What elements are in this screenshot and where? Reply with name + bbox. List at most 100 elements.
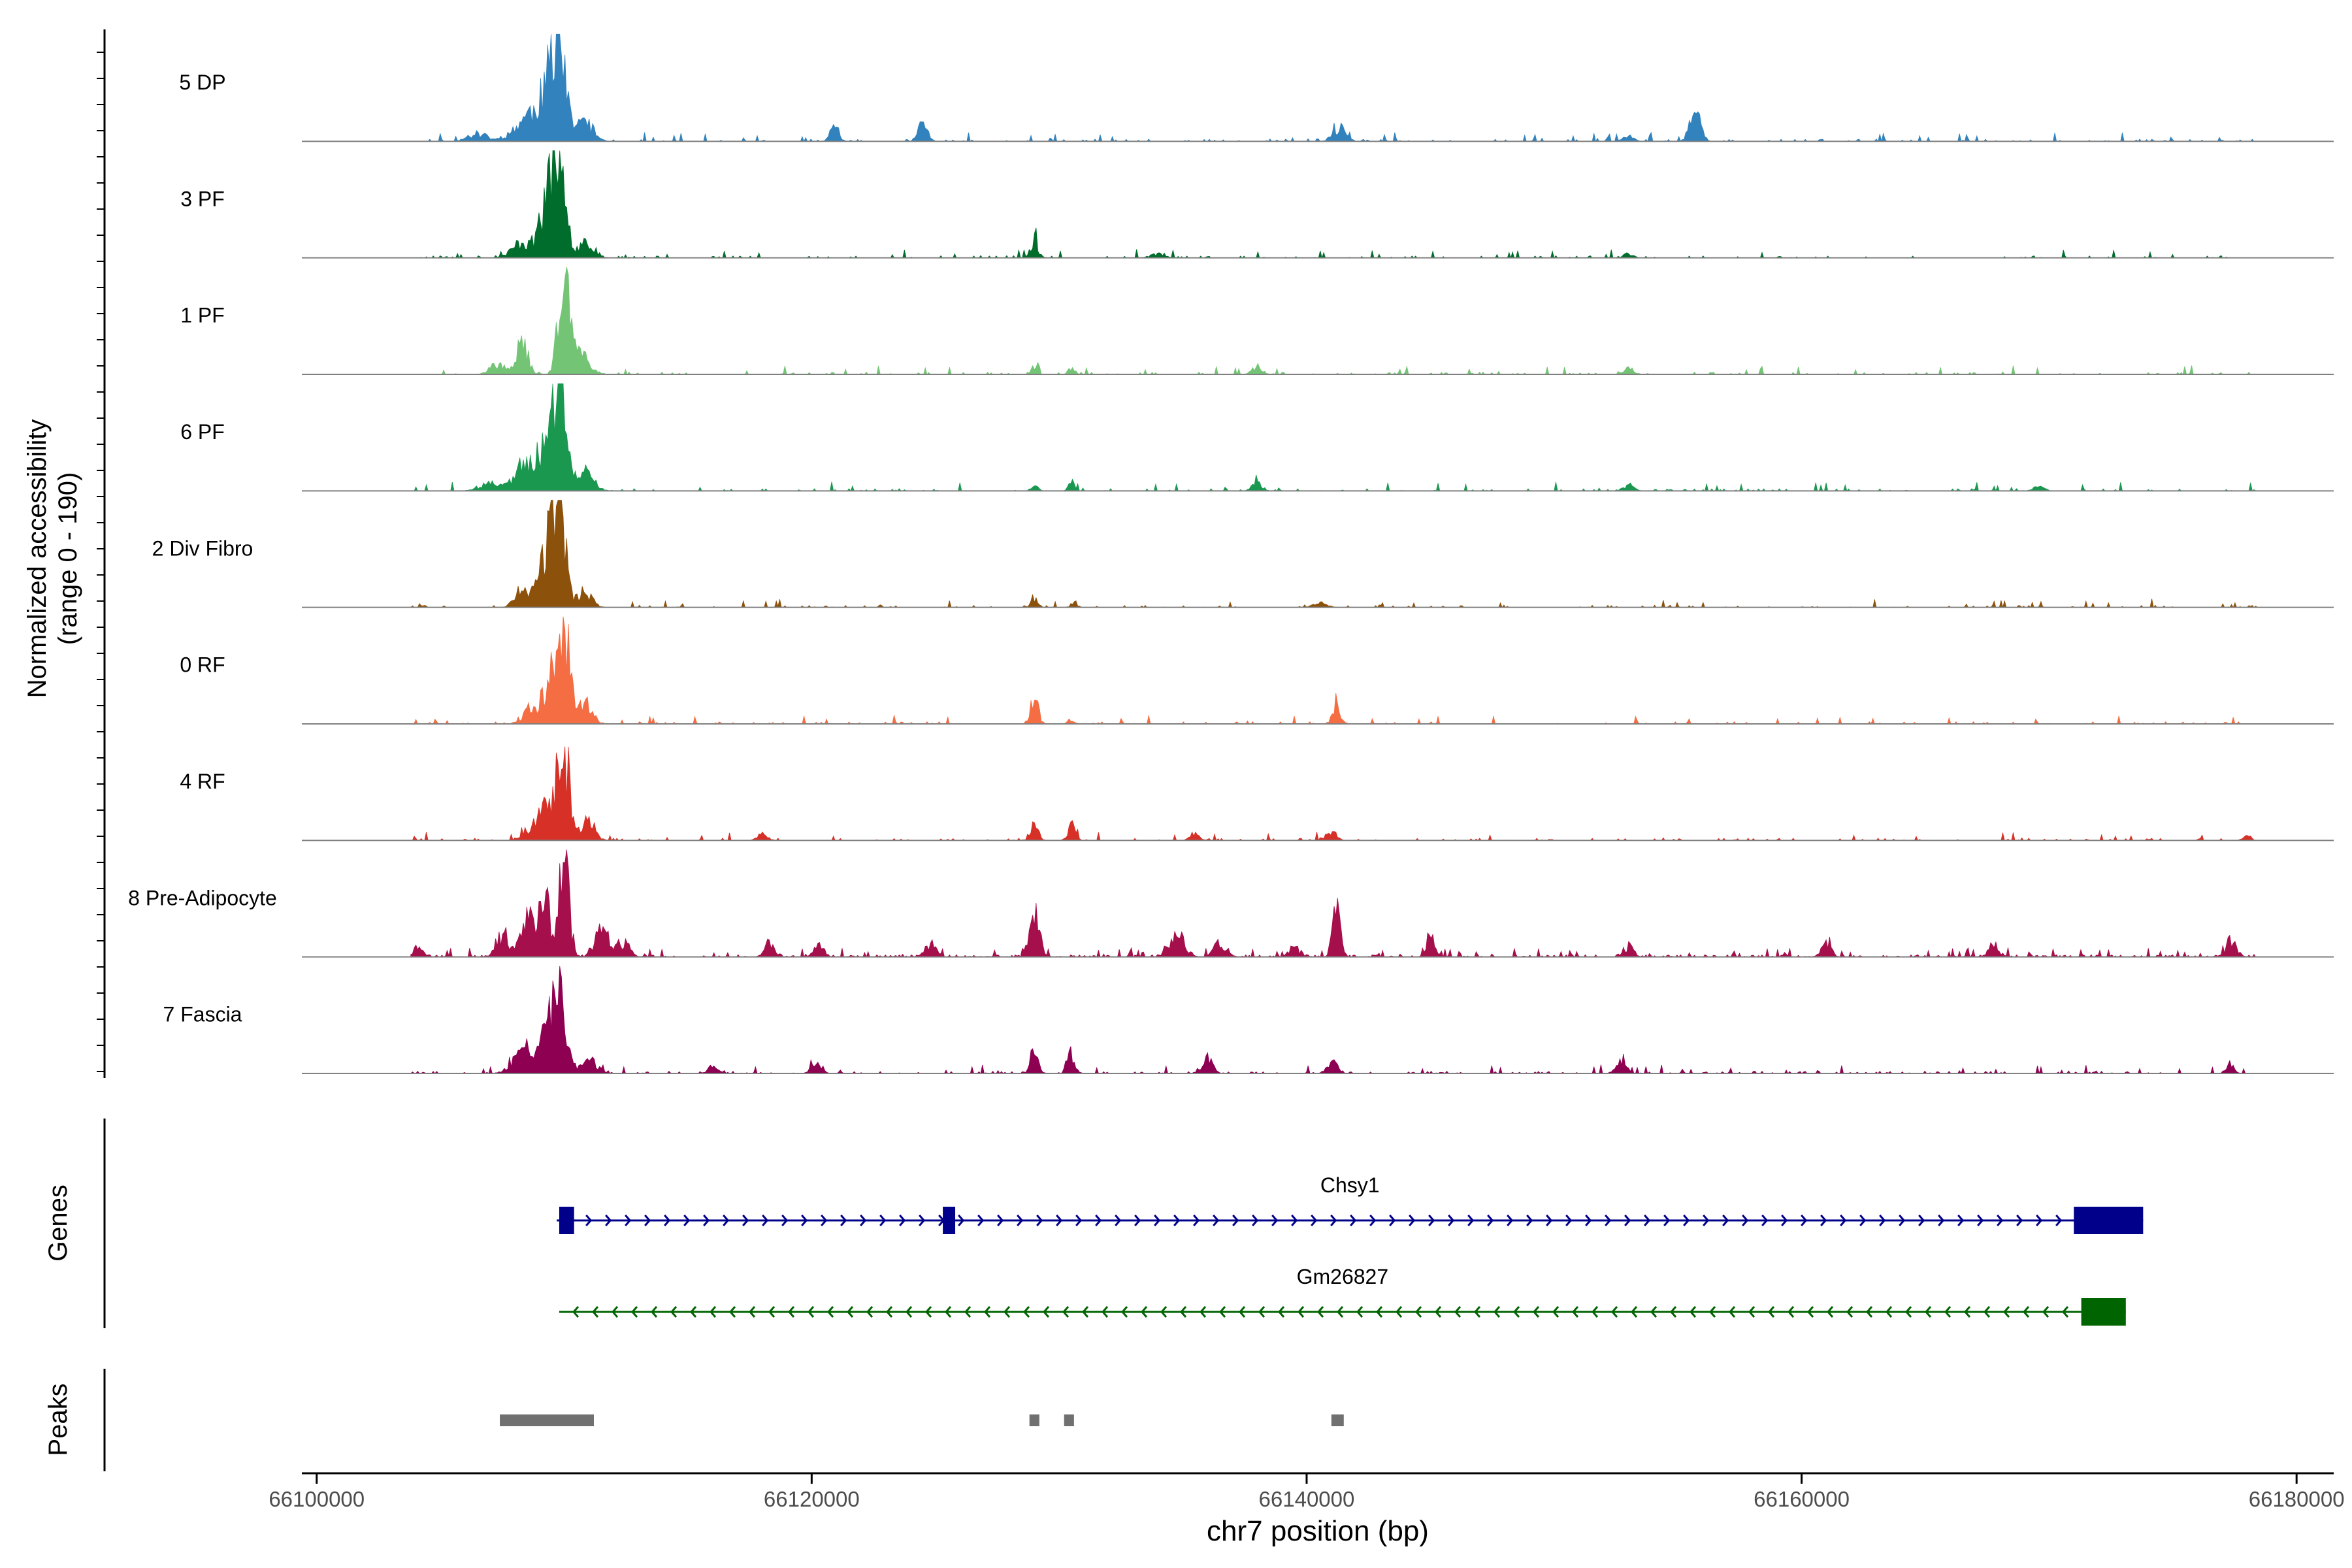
strand-arrow (1239, 1306, 1246, 1318)
strand-arrow (2055, 1215, 2063, 1226)
strand-arrow (1356, 1306, 1364, 1318)
x-tick-label: 66160000 (1754, 1487, 1850, 1511)
strand-arrow (651, 1306, 658, 1318)
strand-arrow (808, 1306, 815, 1318)
strand-arrow (879, 1215, 887, 1226)
strand-arrow (1252, 1215, 1259, 1226)
x-axis-title: chr7 position (bp) (1207, 1515, 1429, 1547)
strand-arrow (886, 1306, 893, 1318)
strand-arrow (1062, 1306, 1070, 1318)
track-label: 5 DP (179, 71, 225, 94)
strand-arrow (2016, 1215, 2023, 1226)
strand-arrow (1670, 1306, 1677, 1318)
track-1-pf: 1 PF (180, 267, 2334, 376)
strand-arrow (1611, 1306, 1618, 1318)
strand-arrow (1200, 1306, 1207, 1318)
track-label: 1 PF (180, 304, 225, 327)
strand-arrow (585, 1215, 593, 1226)
strand-arrow (1748, 1306, 1756, 1318)
strand-arrow (1605, 1215, 1612, 1226)
strand-arrow (1435, 1306, 1442, 1318)
strand-arrow (788, 1306, 795, 1318)
track-label: 0 RF (180, 653, 225, 677)
strand-arrow (1043, 1306, 1050, 1318)
strand-arrow (801, 1215, 808, 1226)
strand-arrow (821, 1215, 828, 1226)
strand-arrow (1258, 1306, 1266, 1318)
x-tick-label: 66140000 (1259, 1487, 1355, 1511)
strand-arrow (1905, 1306, 1912, 1318)
strand-arrow (1546, 1215, 1553, 1226)
strand-arrow (1781, 1215, 1788, 1226)
strand-arrow (1017, 1215, 1024, 1226)
gene-chsy1: Chsy1 (557, 1173, 2144, 1234)
strand-arrow (742, 1215, 749, 1226)
strand-arrow (710, 1306, 717, 1318)
strand-arrow (1533, 1306, 1540, 1318)
strand-arrow (1938, 1215, 1945, 1226)
strand-arrow (1056, 1215, 1063, 1226)
strand-arrow (1448, 1215, 1455, 1226)
track-3-pf: 3 PF (180, 150, 2334, 259)
strand-arrow (919, 1215, 926, 1226)
strand-arrow (1369, 1215, 1377, 1226)
strand-arrow (945, 1306, 952, 1318)
strand-arrow (1219, 1306, 1226, 1318)
strand-arrow (1467, 1215, 1475, 1226)
strand-arrow (1513, 1306, 1520, 1318)
strand-arrow (1317, 1306, 1324, 1318)
strand-arrow (1141, 1306, 1148, 1318)
strand-arrow (1768, 1306, 1775, 1318)
strand-arrow (762, 1215, 769, 1226)
strand-arrow (1788, 1306, 1795, 1318)
strand-arrow (1193, 1215, 1200, 1226)
strand-arrow (1115, 1215, 1122, 1226)
track-8-pre-adipocyte: 8 Pre-Adipocyte (128, 849, 2334, 958)
strand-arrow (1565, 1215, 1573, 1226)
strand-arrow (1102, 1306, 1109, 1318)
strand-arrow (723, 1215, 730, 1226)
strand-arrow (1134, 1215, 1141, 1226)
strand-arrow (1494, 1306, 1501, 1318)
strand-arrow (899, 1215, 906, 1226)
strand-arrow (1075, 1215, 1083, 1226)
strand-arrow (625, 1215, 632, 1226)
strand-arrow (1899, 1215, 1906, 1226)
strand-arrow (1409, 1215, 1416, 1226)
strand-arrow (2062, 1306, 2069, 1318)
exon (559, 1207, 574, 1234)
strand-arrow (1173, 1215, 1181, 1226)
strand-arrow (1232, 1215, 1239, 1226)
strand-arrow (1801, 1215, 1808, 1226)
exon (2074, 1207, 2144, 1234)
strand-arrow (1918, 1215, 1925, 1226)
strand-arrow (1859, 1215, 1867, 1226)
track-label: 3 PF (180, 187, 225, 210)
coverage-y-label: Normalized accessibility (range 0 - 190) (23, 419, 82, 698)
strand-arrow (977, 1215, 985, 1226)
strand-arrow (1820, 1215, 1827, 1226)
strand-arrow (1840, 1215, 1847, 1226)
strand-arrow (847, 1306, 854, 1318)
strand-arrow (1376, 1306, 1383, 1318)
track-4-rf: 4 RF (180, 746, 2334, 841)
y-label-line1: Normalized accessibility (23, 419, 52, 698)
strand-arrow (1944, 1306, 1952, 1318)
strand-arrow (1585, 1215, 1592, 1226)
x-tick-label: 66180000 (2249, 1487, 2345, 1511)
strand-arrow (1683, 1215, 1690, 1226)
strand-arrow (1526, 1215, 1533, 1226)
strand-arrow (1709, 1306, 1716, 1318)
strand-arrow (572, 1306, 580, 1318)
strand-arrow (1507, 1215, 1514, 1226)
track-label: 2 Div Fibro (152, 536, 253, 560)
track-0-rf: 0 RF (180, 616, 2334, 725)
strand-arrow (860, 1215, 867, 1226)
track-label: 6 PF (180, 420, 225, 444)
gene-label: Gm26827 (1297, 1265, 1389, 1288)
strand-arrow (1663, 1215, 1671, 1226)
strand-arrow (1552, 1306, 1560, 1318)
strand-arrow (664, 1215, 671, 1226)
strand-arrow (1977, 1215, 1984, 1226)
